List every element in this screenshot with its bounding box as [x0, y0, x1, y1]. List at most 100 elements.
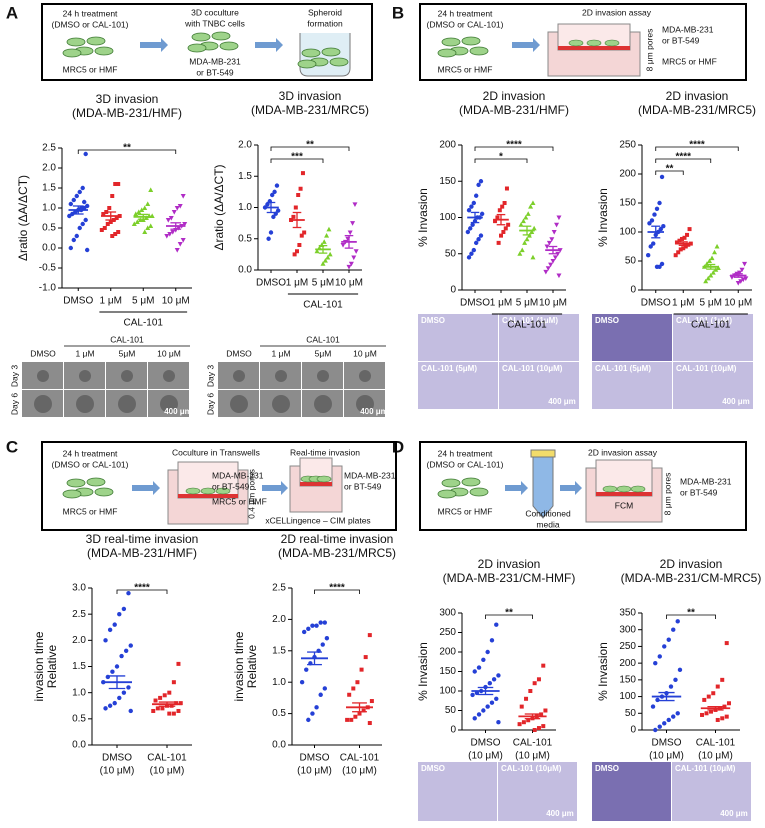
- data-point: [517, 722, 522, 727]
- membrane: [178, 494, 238, 498]
- data-point: [724, 714, 729, 719]
- data-point: [679, 236, 684, 241]
- data-point: [80, 185, 85, 191]
- diagram-text: FCM: [615, 500, 633, 510]
- data-point: [657, 654, 662, 659]
- error-bar: [352, 702, 367, 713]
- cell: [200, 487, 216, 495]
- micro-column: 5μM: [119, 348, 136, 358]
- data-point: [478, 179, 484, 184]
- cell: [437, 48, 457, 58]
- data-point: [71, 197, 76, 203]
- significance-bracket: [655, 170, 684, 175]
- micrograph: [499, 362, 579, 409]
- y-tick-label: 1.5: [72, 661, 86, 672]
- data-point: [524, 236, 530, 242]
- data-point: [742, 261, 748, 267]
- data-point: [469, 204, 474, 209]
- x-tick-label: 10 μM: [162, 296, 190, 307]
- y-tick-label: 100: [619, 227, 636, 238]
- data-point: [544, 244, 550, 250]
- diagram-text: MRC5 or HMF: [63, 506, 118, 516]
- y-tick-label: 2.0: [72, 635, 86, 646]
- data-point: [546, 240, 552, 246]
- y-tick-label: 1.5: [272, 645, 286, 656]
- data-point: [113, 232, 118, 236]
- data-point: [470, 222, 475, 227]
- cell: [297, 59, 317, 69]
- data-point: [469, 251, 474, 256]
- data-point: [142, 229, 148, 234]
- x-tick-sublabel: (10 μM): [342, 766, 377, 777]
- data-point: [487, 681, 493, 686]
- data-point: [654, 206, 660, 211]
- data-point: [659, 261, 665, 267]
- data-point: [485, 649, 490, 655]
- micro-row: Day 3: [9, 365, 19, 387]
- data-point: [550, 259, 556, 264]
- spheroid: [359, 370, 371, 382]
- spheroid: [163, 370, 175, 382]
- y-tick-label: 200: [439, 647, 456, 658]
- cell: [215, 487, 231, 495]
- diagram-text: 0.4 μm pores: [246, 469, 256, 519]
- data-point: [67, 213, 72, 219]
- data-point: [133, 211, 139, 216]
- data-point: [170, 230, 176, 235]
- y-tick-label: 2.0: [42, 163, 56, 174]
- micrograph: [672, 762, 751, 821]
- y-tick-label: 0.5: [272, 708, 286, 719]
- panel-label: A: [6, 3, 18, 22]
- spheroid: [118, 395, 136, 413]
- diagram-text: or BT-549: [212, 481, 250, 491]
- data-point: [524, 696, 529, 701]
- data-point: [501, 230, 506, 234]
- data-point: [651, 241, 656, 246]
- data-point: [304, 667, 309, 672]
- data-point: [659, 174, 665, 180]
- y-axis-label: Relative: [245, 645, 259, 689]
- y-tick-label: 350: [619, 608, 636, 619]
- data-point: [532, 681, 537, 686]
- x-tick-label: DMSO: [102, 753, 132, 764]
- cell: [461, 36, 481, 46]
- data-point: [676, 250, 681, 255]
- micrograph: [592, 362, 672, 409]
- data-point: [74, 233, 79, 239]
- y-tick-label: 0.0: [238, 265, 252, 276]
- data-point: [545, 266, 551, 271]
- significance-label: **: [306, 140, 314, 151]
- group-label: CAL-101: [691, 320, 731, 331]
- data-point: [162, 693, 167, 698]
- data-point: [99, 228, 104, 232]
- spheroid: [121, 370, 133, 382]
- error-bar: [318, 244, 328, 254]
- cell: [602, 485, 618, 493]
- y-tick-label: 0.5: [72, 713, 86, 724]
- data-point: [174, 701, 179, 706]
- micrograph: [418, 314, 498, 361]
- y-tick-label: 2.5: [272, 583, 286, 594]
- error-bar: [170, 222, 182, 230]
- spheroid: [230, 395, 248, 413]
- data-point: [673, 677, 678, 683]
- data-point: [478, 233, 484, 238]
- data-point: [340, 243, 346, 248]
- cell: [66, 478, 86, 488]
- data-point: [528, 204, 534, 209]
- panel-label: B: [392, 3, 404, 22]
- cell: [437, 489, 457, 499]
- y-tick-label: 100: [439, 212, 456, 223]
- data-point: [738, 279, 744, 284]
- data-point: [705, 275, 711, 281]
- diagram-text: Conditioned: [525, 508, 571, 518]
- data-point: [650, 704, 656, 709]
- data-point: [116, 230, 121, 234]
- data-point: [675, 711, 680, 716]
- data-point: [523, 214, 529, 220]
- data-point: [700, 712, 705, 717]
- x-tick-label: CAL-101: [513, 738, 553, 749]
- chart-title: 2D real-time invasion: [281, 532, 394, 546]
- error-bar: [137, 213, 149, 220]
- data-point: [110, 234, 115, 238]
